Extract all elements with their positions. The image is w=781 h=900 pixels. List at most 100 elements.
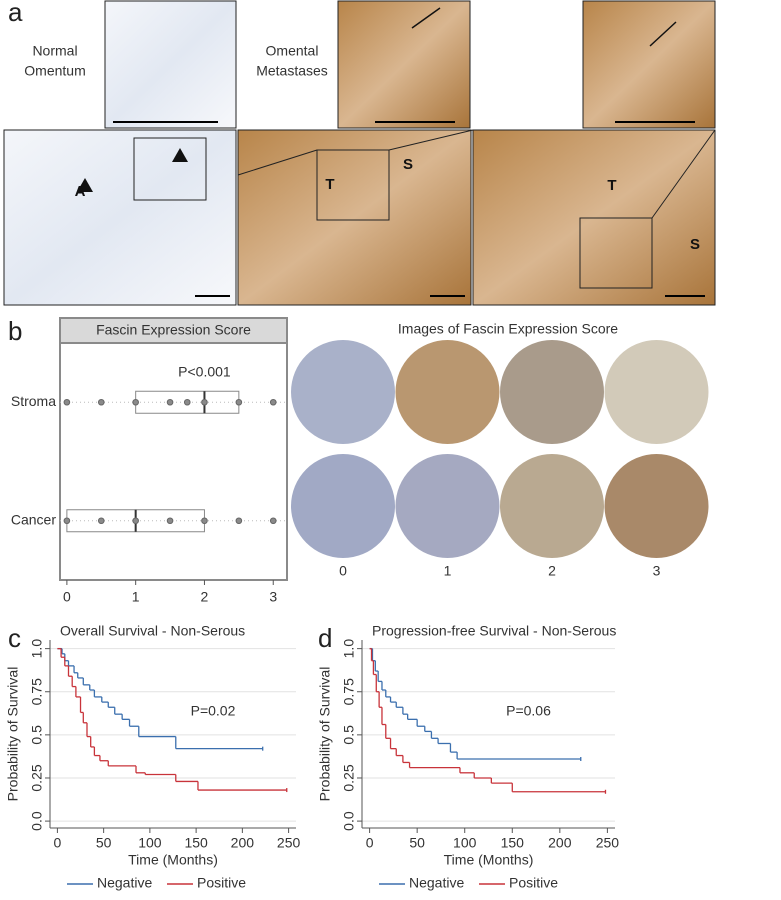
point: [63, 398, 71, 406]
point: [63, 517, 71, 525]
tma-core: [500, 454, 604, 558]
image-caption: Normal: [32, 43, 77, 59]
point: [166, 517, 174, 525]
point: [97, 517, 105, 525]
point: [201, 517, 208, 525]
y-tick-label: 0.75: [29, 678, 45, 705]
chart-title: Progression-free Survival - Non-Serous: [372, 623, 616, 639]
image-label: T: [325, 176, 334, 193]
x-tick-label: 50: [409, 835, 425, 851]
panel-label: a: [8, 0, 23, 27]
x-tick-label: 1: [132, 589, 140, 605]
x-tick-label: 100: [453, 835, 477, 851]
point: [132, 398, 139, 406]
arrow: [649, 21, 677, 47]
y-tick-label: 0.5: [29, 725, 45, 745]
x-tick-label: 250: [596, 835, 620, 851]
x-tick-label: 0: [63, 589, 71, 605]
y-tick-label: 1.0: [29, 639, 45, 659]
zoom-box: [133, 137, 207, 201]
tma-core: [395, 340, 500, 444]
score-label: 1: [444, 563, 452, 579]
legend-label: Positive: [509, 875, 558, 891]
arrowhead: [77, 178, 93, 192]
score-label: 3: [653, 563, 661, 579]
image-label: A: [75, 183, 86, 200]
inset-metastasis: [337, 0, 471, 129]
x-tick-label: 0: [366, 835, 374, 851]
y-tick-label: Stroma: [11, 393, 56, 409]
tma-core: [291, 340, 395, 444]
image-normal: [3, 129, 237, 306]
y-tick-label: 0.25: [29, 764, 45, 791]
point: [235, 517, 243, 525]
zoom-box: [579, 217, 653, 289]
x-tick-label: 2: [201, 589, 209, 605]
annotation: P=0.06: [506, 703, 551, 719]
x-axis-label: Time (Months): [444, 852, 534, 868]
image-label: S: [403, 156, 413, 173]
y-tick-label: 1.0: [341, 639, 357, 659]
image-label: T: [607, 177, 616, 194]
image-caption: Omentum: [24, 63, 85, 79]
annotation: P=0.02: [191, 703, 236, 719]
arrow: [411, 7, 441, 29]
image-caption: Omental: [266, 43, 319, 59]
header: [59, 317, 288, 344]
x-tick-label: 250: [277, 835, 301, 851]
annotation: P<0.001: [178, 364, 231, 380]
y-tick-label: 0.0: [341, 811, 357, 831]
y-tick-label: 0.25: [341, 764, 357, 791]
point: [132, 517, 139, 525]
tma-core: [500, 340, 604, 444]
tma-title: Images of Fascin Expression Score: [398, 321, 618, 337]
legend-label: Negative: [97, 875, 152, 891]
micrographs: [3, 0, 716, 306]
image-label: S: [690, 236, 700, 253]
x-tick-label: 200: [548, 835, 572, 851]
x-tick-label: 100: [138, 835, 162, 851]
inset-normal: [104, 0, 237, 129]
panel-label: b: [8, 316, 22, 346]
y-tick-label: 0.75: [341, 678, 357, 705]
y-axis-label: Probability of Survival: [317, 667, 333, 802]
connector: [651, 129, 716, 219]
x-tick-label: 0: [54, 835, 62, 851]
tma-core: [291, 454, 395, 558]
y-axis-label: Probability of Survival: [5, 667, 21, 802]
chart-title: Fascin Expression Score: [96, 322, 251, 338]
y-tick-label: Cancer: [11, 511, 56, 527]
point: [166, 398, 174, 406]
x-tick-label: 50: [96, 835, 112, 851]
point: [269, 517, 277, 525]
point: [235, 398, 243, 406]
tma-core: [395, 454, 500, 558]
legend-label: Negative: [409, 875, 464, 891]
point: [269, 398, 277, 406]
inset-metastasis-2: [582, 0, 716, 129]
image-caption: Metastases: [256, 63, 328, 79]
score-label: 0: [339, 563, 347, 579]
chart-title: Overall Survival - Non-Serous: [60, 623, 245, 639]
x-tick-label: 3: [269, 589, 277, 605]
score-label: 2: [548, 563, 556, 579]
x-tick-label: 150: [184, 835, 208, 851]
panel-label: d: [318, 623, 332, 653]
connector: [237, 149, 318, 176]
tma-core: [604, 340, 709, 444]
arrowhead: [172, 148, 188, 162]
plot-frame: [59, 342, 288, 581]
image-metastasis: [237, 129, 472, 306]
connector: [388, 129, 474, 151]
x-tick-label: 200: [231, 835, 255, 851]
tma-core: [604, 454, 709, 558]
point: [97, 398, 105, 406]
x-tick-label: 150: [501, 835, 525, 851]
zoom-box: [316, 149, 390, 221]
x-axis-label: Time (Months): [128, 852, 218, 868]
point: [183, 398, 191, 406]
legend-label: Positive: [197, 875, 246, 891]
panel-label: c: [8, 623, 21, 653]
y-tick-label: 0.5: [341, 725, 357, 745]
